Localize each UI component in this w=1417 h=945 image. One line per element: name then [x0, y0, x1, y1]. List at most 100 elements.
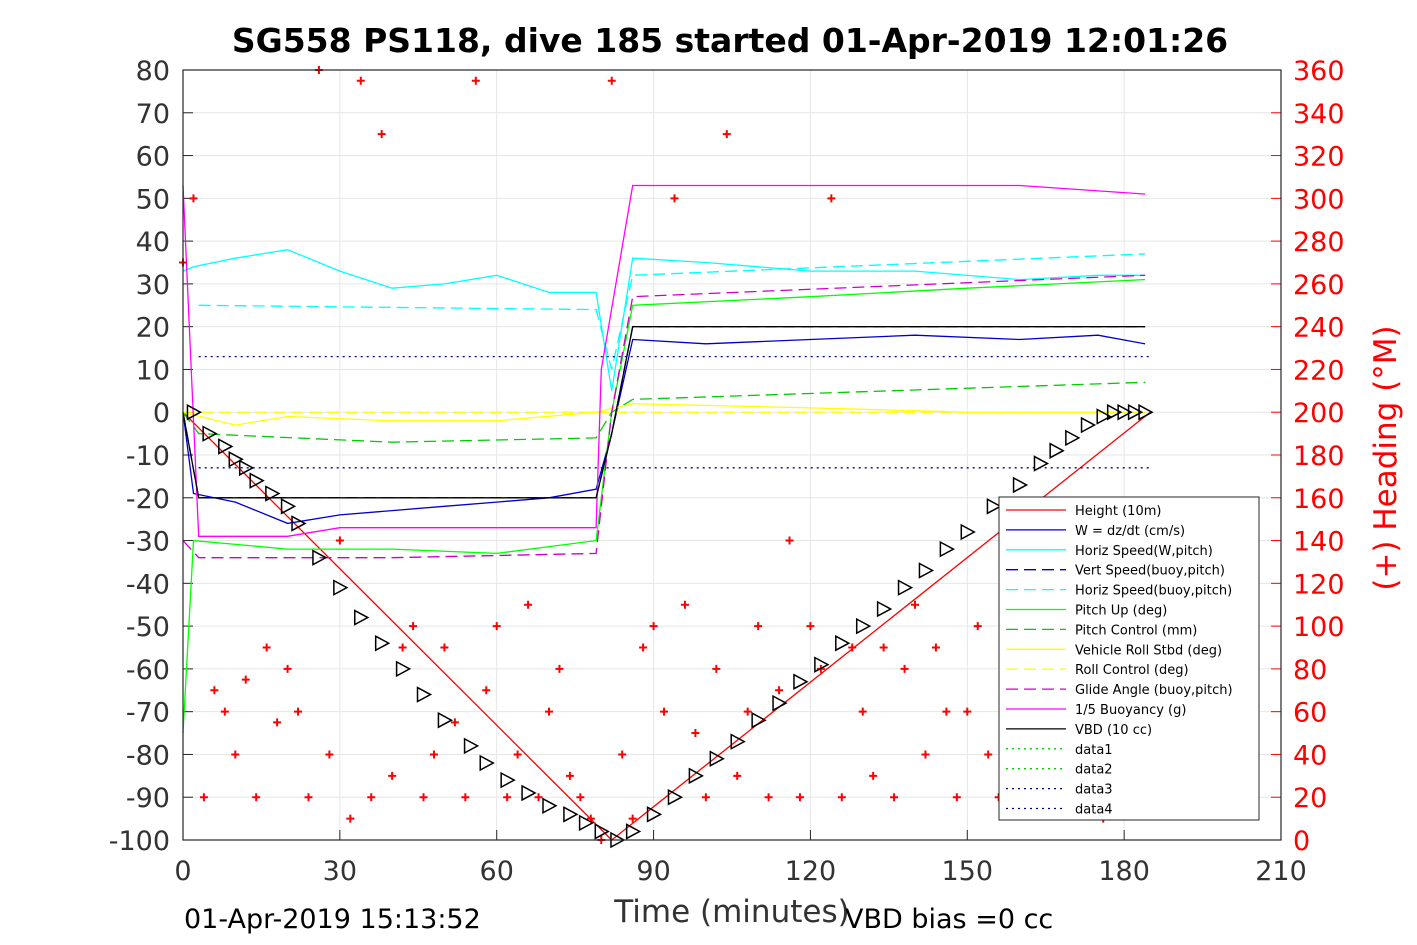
- heading-point: [429, 750, 438, 759]
- heading-point: [795, 793, 804, 802]
- vbd-marker: [667, 788, 684, 806]
- heading-point: [189, 194, 198, 203]
- y-tick-label: -80: [126, 740, 170, 771]
- right-tick-label: 60: [1293, 698, 1327, 729]
- heading-point: [398, 643, 407, 652]
- vbd-marker: [772, 694, 788, 712]
- vbd-marker: [333, 579, 349, 596]
- heading-point: [848, 643, 857, 652]
- heading-point: [262, 643, 271, 652]
- heading-point: [409, 622, 418, 631]
- heading-point: [231, 750, 240, 759]
- x-axis-ticks: 0 30 60 90 120 150 180 210: [174, 856, 1306, 887]
- heading-point: [607, 76, 616, 85]
- heading-point: [931, 643, 940, 652]
- y-tick-label: 10: [136, 355, 170, 386]
- heading-point: [471, 76, 480, 85]
- vbd-marker: [479, 754, 495, 772]
- vbd-marker: [1127, 403, 1144, 421]
- series-line-11: [182, 326, 1146, 499]
- y-tick-label: -30: [126, 527, 170, 558]
- heading-point: [618, 750, 627, 759]
- vbd-marker: [835, 634, 851, 652]
- heading-point: [649, 622, 658, 631]
- x-tick-label: 0: [174, 856, 191, 887]
- vbd-marker: [280, 498, 297, 515]
- vbd-marker: [688, 767, 704, 785]
- heading-point: [670, 194, 679, 203]
- legend-label-3: Vert Speed(buoy,pitch): [1075, 564, 1225, 579]
- vbd-marker: [312, 549, 328, 566]
- right-tick-label: 280: [1293, 227, 1345, 258]
- vbd-marker: [876, 600, 893, 618]
- footer-timestamp: 01-Apr-2019 15:13:52: [184, 904, 481, 935]
- right-tick-label: 40: [1293, 740, 1327, 771]
- heading-point: [869, 771, 878, 780]
- vbd-marker: [1080, 416, 1097, 434]
- heading-point: [764, 793, 773, 802]
- vbd-marker: [855, 617, 872, 635]
- heading-point: [890, 793, 899, 802]
- legend-label-5: Pitch Up (deg): [1075, 604, 1167, 619]
- heading-point: [294, 707, 303, 716]
- series-line-2: [182, 249, 1146, 391]
- heading-point: [827, 194, 836, 203]
- chart-title: SG558 PS118, dive 185 started 01-Apr-201…: [232, 21, 1228, 60]
- heading-point: [419, 793, 428, 802]
- vbd-marker: [238, 459, 255, 477]
- heading-point: [722, 130, 731, 139]
- vbd-marker: [437, 711, 454, 729]
- series-line-7: [182, 403, 1146, 426]
- vbd-marker: [594, 823, 610, 840]
- right-tick-label: 320: [1293, 142, 1345, 173]
- heading-point: [524, 600, 533, 609]
- plot-frame: [182, 69, 1282, 841]
- right-tick-label: 220: [1293, 355, 1345, 386]
- heading-point: [942, 707, 951, 716]
- heading-point: [367, 793, 376, 802]
- vbd-marker: [202, 425, 218, 442]
- vbd-marker: [1106, 403, 1123, 421]
- legend-label-8: Roll Control (deg): [1075, 663, 1189, 678]
- heading-point: [660, 707, 669, 716]
- series-line-6: [182, 381, 1146, 443]
- heading-point: [241, 675, 250, 684]
- heading-point: [785, 536, 794, 545]
- x-tick-label: 180: [1098, 856, 1150, 887]
- heading-point: [335, 536, 344, 545]
- vbd-marker: [646, 806, 663, 823]
- vbd-marker: [463, 737, 480, 755]
- right-tick-label: 180: [1293, 441, 1345, 472]
- heading-point: [858, 707, 867, 716]
- y-tick-label: -90: [126, 783, 170, 814]
- heading-point: [440, 643, 449, 652]
- footer-vbd-bias: VBD bias =0 cc: [845, 904, 1053, 935]
- heading-point: [984, 750, 993, 759]
- vbd-marker: [578, 814, 595, 832]
- heading-point: [680, 600, 689, 609]
- legend-label-13: data2: [1075, 763, 1113, 778]
- heading-point: [952, 793, 961, 802]
- legend-label-1: W = dz/dt (cm/s): [1075, 524, 1185, 539]
- heading-point: [210, 686, 219, 695]
- vbd-marker: [416, 686, 433, 703]
- y-tick-label: -100: [109, 826, 170, 857]
- heading-point: [701, 793, 710, 802]
- y-tick-label: -60: [126, 655, 170, 686]
- y-tick-label: 80: [136, 56, 170, 87]
- heading-point: [220, 707, 229, 716]
- legend-label-7: Vehicle Roll Stbd (deg): [1075, 643, 1222, 658]
- right-tick-label: 340: [1293, 99, 1345, 130]
- y-tick-label: -10: [126, 441, 170, 472]
- right-axis-label: (+) Heading (°M): [1368, 325, 1404, 590]
- y-tick-label: 30: [136, 270, 170, 301]
- vbd-marker: [1012, 476, 1029, 494]
- heading-point: [325, 750, 334, 759]
- vbd-marker: [374, 634, 391, 652]
- x-tick-label: 90: [636, 856, 670, 887]
- x-tick-label: 60: [480, 856, 514, 887]
- vbd-marker: [186, 403, 203, 421]
- vbd-marker: [1033, 455, 1050, 472]
- heading-point: [775, 686, 784, 695]
- heading-point: [691, 729, 700, 738]
